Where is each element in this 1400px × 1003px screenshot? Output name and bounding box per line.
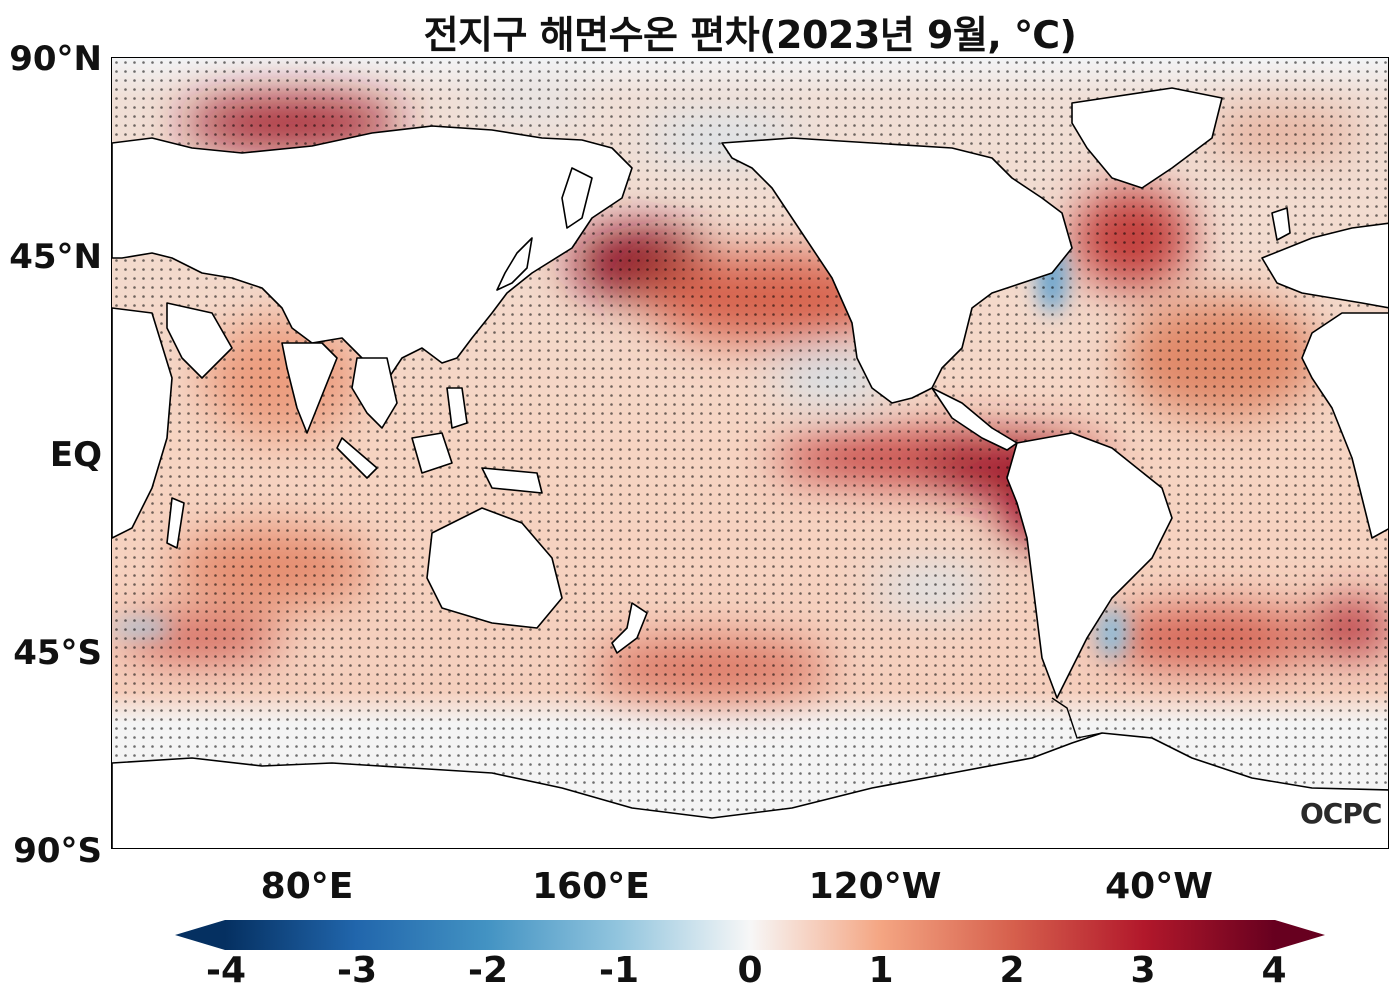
- eurasia: [112, 125, 633, 389]
- colorbar-tick: -2: [468, 950, 508, 991]
- greenland: [1071, 87, 1223, 189]
- antarctica: [112, 732, 1388, 848]
- philippines: [446, 387, 468, 429]
- arabia: [166, 302, 233, 379]
- lon-label-40w: 40°W: [1105, 866, 1213, 907]
- central-america: [931, 387, 1018, 451]
- land-masses: [112, 87, 1388, 848]
- colorbar-extend-low: [175, 920, 225, 950]
- colorbar-tick: -3: [337, 950, 377, 991]
- colorbar-tick: 4: [1261, 950, 1287, 991]
- lat-label-eq: EQ: [49, 435, 102, 475]
- madagascar: [166, 497, 185, 549]
- colorbar: [175, 920, 1325, 950]
- colorbar-tick: 2: [999, 950, 1025, 991]
- lat-label-90s: 90°S: [13, 831, 102, 871]
- colorbar-tick: 1: [868, 950, 894, 991]
- lat-label-90n: 90°N: [9, 39, 102, 79]
- australia: [426, 507, 563, 629]
- new-zealand: [611, 602, 648, 654]
- colorbar-tick: -4: [206, 950, 246, 991]
- colorbar-extend-high: [1275, 920, 1325, 950]
- lat-label-45s: 45°S: [13, 633, 102, 673]
- britain: [1271, 207, 1291, 241]
- europe: [1261, 222, 1388, 309]
- lon-label-160e: 160°E: [532, 866, 650, 907]
- colorbar-tick: 0: [737, 950, 763, 991]
- new-guinea: [481, 467, 543, 494]
- ocpc-logo: OCPC: [1300, 797, 1382, 830]
- japan: [496, 237, 533, 291]
- north-america: [721, 137, 1073, 404]
- colorbar-tick: -1: [599, 950, 639, 991]
- borneo: [411, 432, 453, 474]
- lon-label-120w: 120°W: [808, 866, 942, 907]
- map-title: 전지구 해면수온 편차(2023년 9월, ℃): [423, 13, 1077, 57]
- lat-label-45n: 45°N: [9, 237, 102, 277]
- lon-label-80e: 80°E: [260, 866, 354, 907]
- kamchatka: [561, 167, 593, 229]
- south-america: [1006, 432, 1173, 699]
- indochina: [351, 357, 398, 429]
- map-canvas: [112, 58, 1388, 848]
- sumatra: [336, 437, 378, 479]
- sst-anomaly-map: [111, 57, 1389, 849]
- africa: [112, 307, 1388, 539]
- india: [281, 342, 338, 434]
- colorbar-tick: 3: [1130, 950, 1156, 991]
- colorbar-gradient: [225, 920, 1275, 950]
